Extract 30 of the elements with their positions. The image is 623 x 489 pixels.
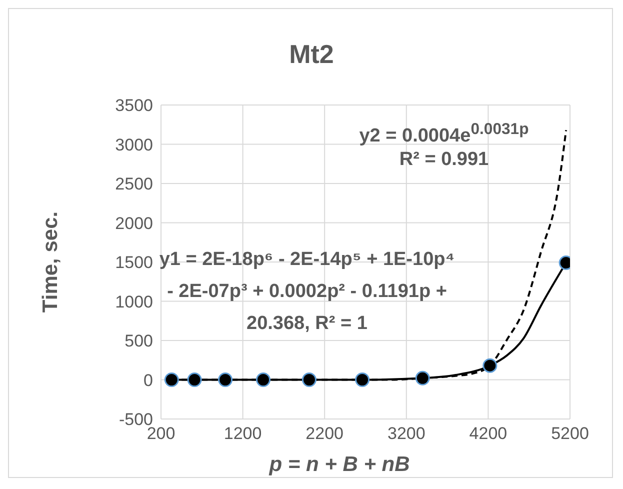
x-axis-title: p = n + B + nB — [269, 453, 410, 476]
x-tick-label: 5200 — [551, 424, 589, 444]
point — [164, 372, 179, 387]
x-tick-label: 2200 — [306, 424, 344, 444]
point — [302, 372, 316, 387]
chart-title: Mt2 — [288, 39, 335, 70]
annotation: 20.368, R² = 1 — [246, 313, 368, 334]
y-tick-label: 3000 — [115, 135, 153, 154]
y-tick-label: 1000 — [115, 292, 153, 312]
y-tick-label: 2000 — [115, 214, 153, 233]
annotation: R² = 0.991 — [398, 149, 490, 171]
x-tick-label: 4200 — [469, 424, 508, 444]
annotation: - 2E-07p³ + 0.0002p² - 0.1191p + — [167, 281, 447, 302]
point — [355, 372, 370, 387]
point — [415, 370, 430, 386]
annotation: y2 = 0.0004e$^{0.0031p}$ — [358, 121, 530, 148]
x-tick-label: 200 — [146, 424, 176, 444]
point — [187, 372, 202, 387]
y-tick-label: 500 — [124, 332, 153, 351]
x-tick-label: 3200 — [387, 424, 426, 444]
point — [218, 372, 233, 387]
point — [482, 358, 498, 373]
y-tick-label: 0 — [144, 370, 153, 390]
y-tick-label: 1500 — [115, 253, 153, 272]
y-tick-label: 3500 — [115, 96, 153, 116]
point — [256, 372, 270, 387]
annotation: y1 = 2E-18p⁶ - 2E-14p⁵ + 1E-10p⁴ — [159, 249, 455, 270]
x-tick-label: 1200 — [224, 424, 262, 444]
y-tick-label: 2500 — [115, 174, 153, 194]
y-axis-title: Time, sec. — [39, 211, 63, 313]
